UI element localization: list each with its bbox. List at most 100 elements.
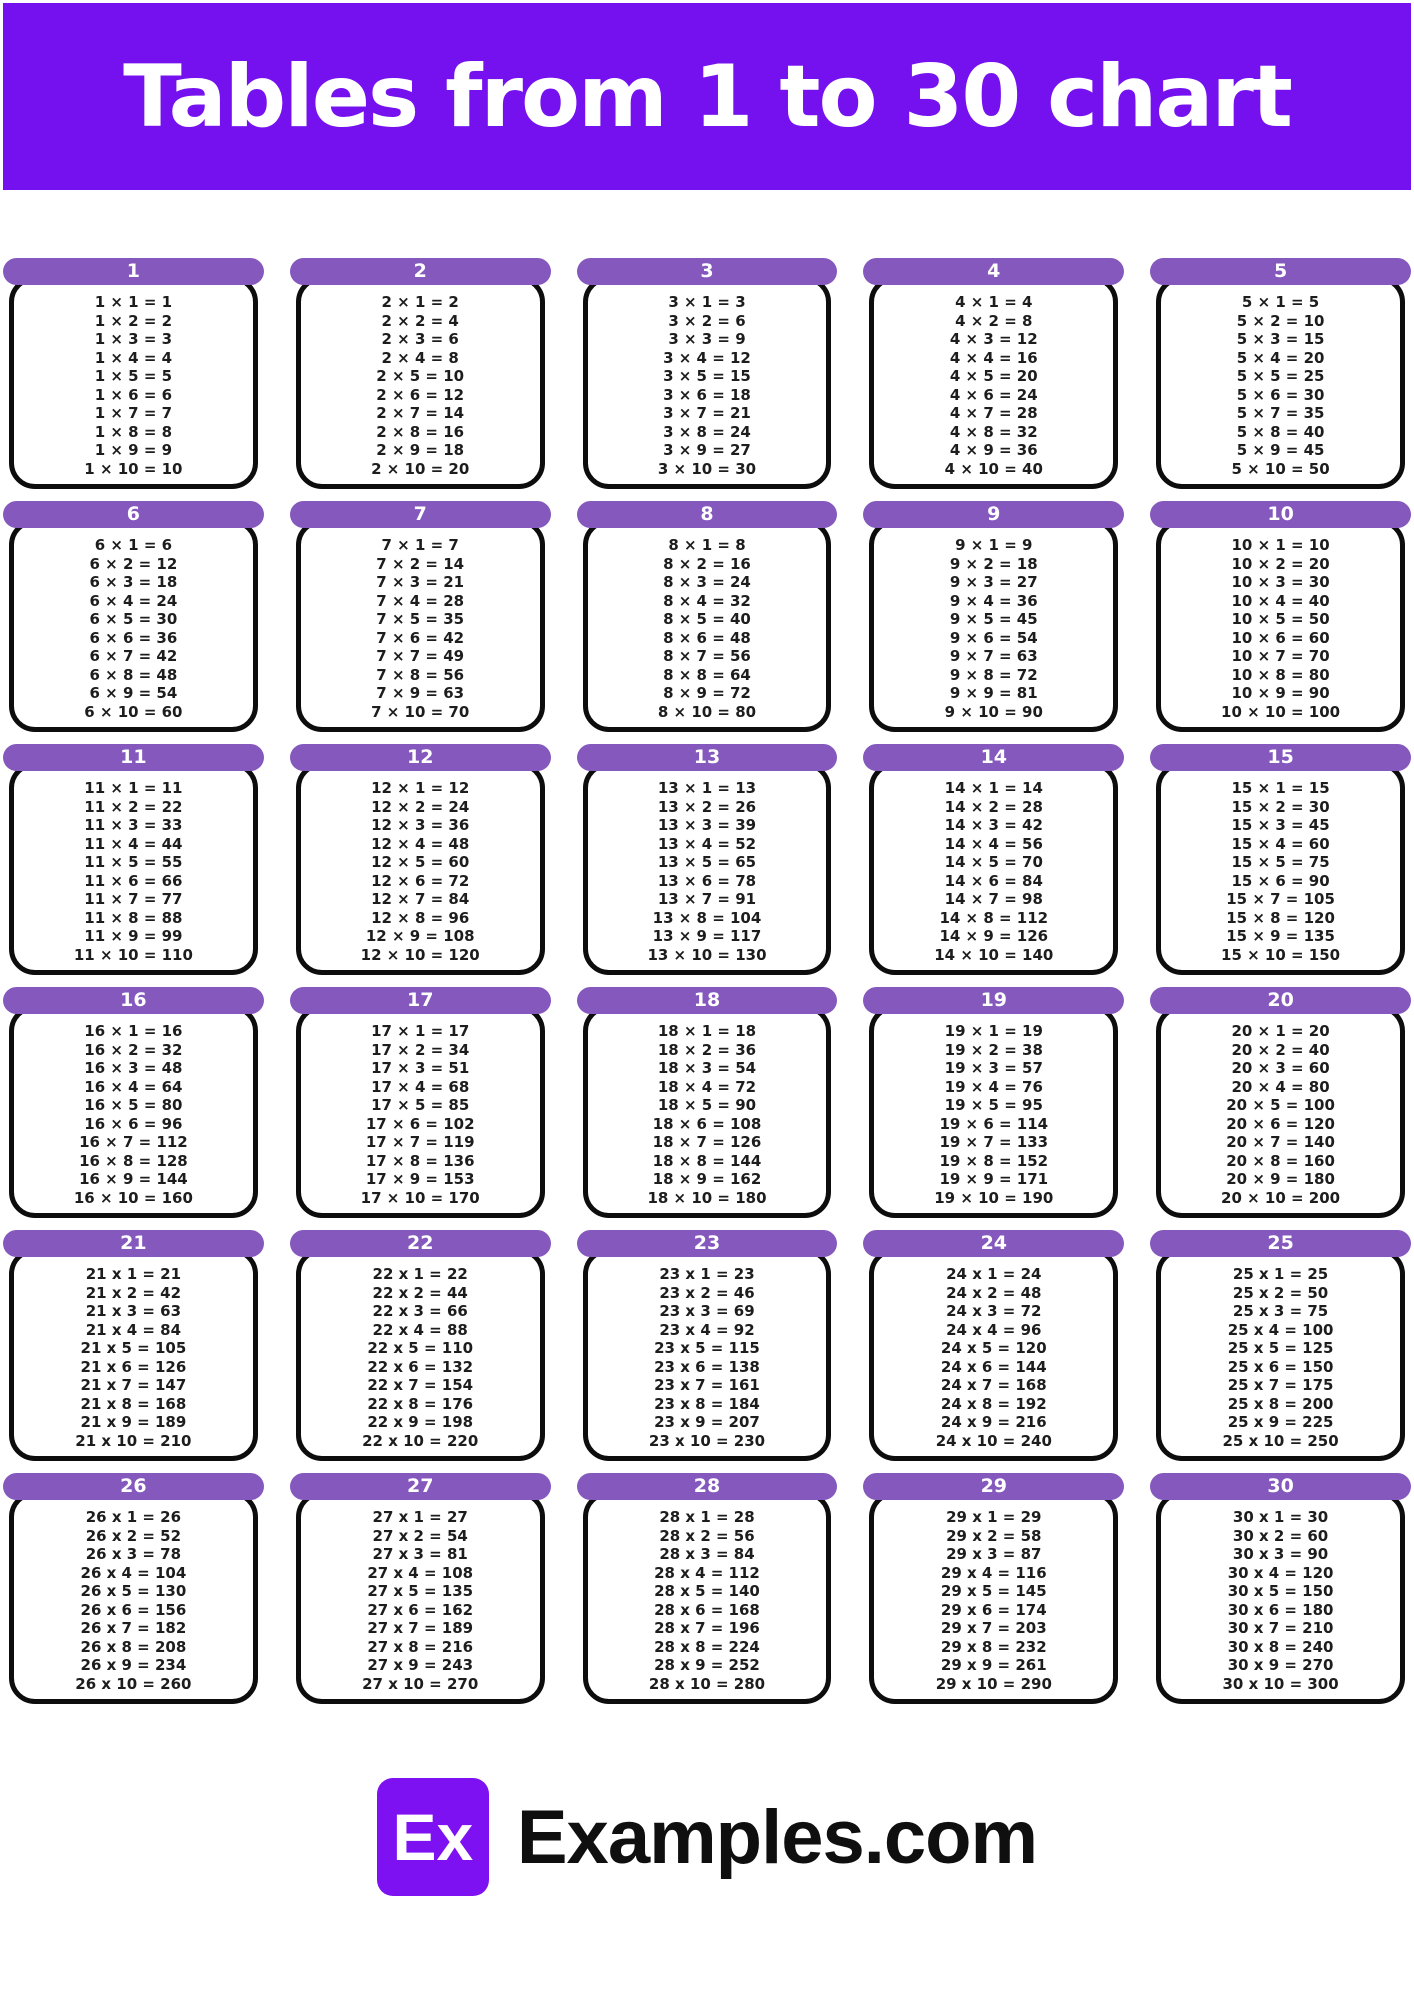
multiplication-fact: 4 × 1 = 4 <box>955 293 1033 311</box>
multiplication-fact: 5 × 7 = 35 <box>1236 404 1325 422</box>
multiplication-fact: 7 × 4 = 28 <box>376 591 465 610</box>
multiplication-fact: 6 × 5 = 30 <box>89 610 178 628</box>
multiplication-fact: 6 × 2 = 12 <box>89 554 178 573</box>
multiplication-fact: 13 × 8 = 104 <box>652 908 762 927</box>
multiplication-fact: 30 x 2 = 60 <box>1232 1526 1329 1545</box>
multiplication-fact: 26 x 2 = 52 <box>85 1526 182 1545</box>
multiplication-fact: 18 × 2 = 36 <box>657 1040 757 1059</box>
multiplication-fact: 13 × 9 = 117 <box>652 927 762 945</box>
multiplication-fact: 4 × 7 = 28 <box>949 404 1038 422</box>
multiplication-fact: 3 × 1 = 3 <box>668 293 746 311</box>
table-number: 2 <box>413 260 427 282</box>
multiplication-fact: 10 × 8 = 80 <box>1231 665 1330 684</box>
multiplication-fact: 18 × 5 = 90 <box>657 1096 757 1114</box>
table-card-body: 14 × 1 = 14 14 × 2 = 28 14 × 3 = 42 14 × 4 … <box>869 762 1119 975</box>
multiplication-fact: 10 × 1 = 10 <box>1231 536 1330 554</box>
table-number: 4 <box>987 260 1001 282</box>
multiplication-fact: 2 × 8 = 16 <box>376 422 465 441</box>
multiplication-fact: 22 x 8 = 176 <box>367 1394 474 1413</box>
multiplication-fact: 6 × 3 = 18 <box>89 573 178 591</box>
multiplication-fact: 26 x 3 = 78 <box>85 1545 182 1563</box>
table-card-header: 19 <box>863 987 1125 1014</box>
table-card-body: 28 x 1 = 28 28 x 2 = 56 28 x 3 = 84 28 x 4 … <box>582 1491 832 1704</box>
table-card: 27 27 x 1 = 27 27 x 2 = 54 27 x 3 = 81 27 x… <box>289 1473 551 1704</box>
multiplication-fact: 11 × 9 = 99 <box>84 927 183 945</box>
multiplication-fact: 22 x 6 = 132 <box>367 1357 474 1376</box>
multiplication-fact: 5 × 9 = 45 <box>1236 441 1325 459</box>
table-number: 20 <box>1267 989 1294 1011</box>
multiplication-fact: 2 × 3 = 6 <box>381 330 459 348</box>
multiplication-fact: 19 × 1 = 19 <box>944 1022 1043 1040</box>
multiplication-fact: 9 × 5 = 45 <box>949 610 1038 628</box>
table-card-header: 6 <box>3 501 264 528</box>
multiplication-fact: 27 x 1 = 27 <box>372 1508 468 1526</box>
table-number: 13 <box>693 746 721 768</box>
multiplication-fact: 28 x 5 = 140 <box>654 1582 760 1600</box>
multiplication-fact: 5 × 8 = 40 <box>1236 422 1325 441</box>
table-card: 11 11 × 1 = 11 11 × 2 = 22 11 × 3 = 33 11 ×… <box>3 744 264 975</box>
table-number: 22 <box>406 1232 434 1254</box>
multiplication-fact: 24 x 1 = 24 <box>946 1265 1042 1283</box>
table-card-header: 4 <box>863 258 1125 285</box>
multiplication-fact: 12 × 3 = 36 <box>371 816 470 834</box>
multiplication-fact: 14 × 9 = 126 <box>939 927 1049 945</box>
table-card-body: 21 x 1 = 21 21 x 2 = 42 21 x 3 = 63 21 x 4 … <box>9 1248 258 1461</box>
multiplication-fact: 4 × 4 = 16 <box>949 348 1038 367</box>
table-card: 30 30 x 1 = 30 30 x 2 = 60 30 x 3 = 90 30 x… <box>1150 1473 1411 1704</box>
multiplication-fact: 6 × 10 = 60 <box>84 702 183 721</box>
multiplication-fact: 22 x 9 = 198 <box>367 1413 474 1431</box>
table-card-body: 29 x 1 = 29 29 x 2 = 58 29 x 3 = 87 29 x 4 … <box>869 1491 1119 1704</box>
multiplication-fact: 19 × 5 = 95 <box>944 1096 1043 1114</box>
multiplication-fact: 30 x 1 = 30 <box>1232 1508 1329 1526</box>
multiplication-fact: 22 x 7 = 154 <box>367 1376 474 1394</box>
table-number: 26 <box>120 1475 147 1497</box>
table-card-body: 25 x 1 = 25 25 x 2 = 50 25 x 3 = 75 25 x 4 … <box>1156 1248 1405 1461</box>
multiplication-fact: 7 × 6 = 42 <box>376 628 465 647</box>
table-card-header: 11 <box>3 744 264 771</box>
multiplication-fact: 20 × 5 = 100 <box>1226 1096 1335 1114</box>
multiplication-fact: 14 × 4 = 56 <box>944 834 1043 853</box>
table-card-header: 3 <box>576 258 838 285</box>
multiplication-fact: 5 × 5 = 25 <box>1236 367 1325 385</box>
table-card-header: 28 <box>576 1473 838 1500</box>
multiplication-fact: 2 × 10 = 20 <box>371 459 470 478</box>
multiplication-fact: 20 × 7 = 140 <box>1226 1133 1335 1151</box>
multiplication-fact: 6 × 1 = 6 <box>94 536 173 554</box>
table-card-header: 16 <box>3 987 264 1014</box>
table-card: 25 25 x 1 = 25 25 x 2 = 50 25 x 3 = 75 25 x… <box>1150 1230 1411 1461</box>
multiplication-fact: 5 × 10 = 50 <box>1231 459 1330 478</box>
multiplication-fact: 8 × 5 = 40 <box>663 610 751 628</box>
multiplication-fact: 11 × 8 = 88 <box>84 908 183 927</box>
table-number: 24 <box>980 1232 1008 1254</box>
table-card-header: 23 <box>576 1230 838 1257</box>
table-number: 29 <box>980 1475 1008 1497</box>
table-number: 8 <box>700 503 714 525</box>
table-number: 21 <box>120 1232 147 1254</box>
multiplication-fact: 6 × 4 = 24 <box>89 591 178 610</box>
multiplication-fact: 16 × 1 = 16 <box>84 1022 183 1040</box>
multiplication-fact: 2 × 5 = 10 <box>376 367 465 385</box>
multiplication-fact: 10 × 5 = 50 <box>1231 610 1330 628</box>
multiplication-fact: 29 x 10 = 290 <box>935 1674 1052 1693</box>
multiplication-fact: 29 x 7 = 203 <box>940 1619 1047 1637</box>
multiplication-fact: 17 × 6 = 102 <box>365 1114 475 1133</box>
multiplication-fact: 18 × 8 = 144 <box>652 1151 762 1170</box>
multiplication-fact: 2 × 6 = 12 <box>376 385 465 404</box>
multiplication-fact: 19 × 8 = 152 <box>939 1151 1049 1170</box>
multiplication-fact: 26 x 6 = 156 <box>80 1600 187 1619</box>
table-number: 11 <box>120 746 147 768</box>
multiplication-fact: 15 × 6 = 90 <box>1231 871 1330 890</box>
table-card-header: 20 <box>1150 987 1411 1014</box>
multiplication-fact: 3 × 2 = 6 <box>668 311 746 330</box>
multiplication-fact: 17 × 2 = 34 <box>371 1040 470 1059</box>
multiplication-fact: 20 × 9 = 180 <box>1226 1170 1335 1188</box>
multiplication-fact: 26 x 8 = 208 <box>80 1637 187 1656</box>
multiplication-fact: 16 × 5 = 80 <box>84 1096 183 1114</box>
